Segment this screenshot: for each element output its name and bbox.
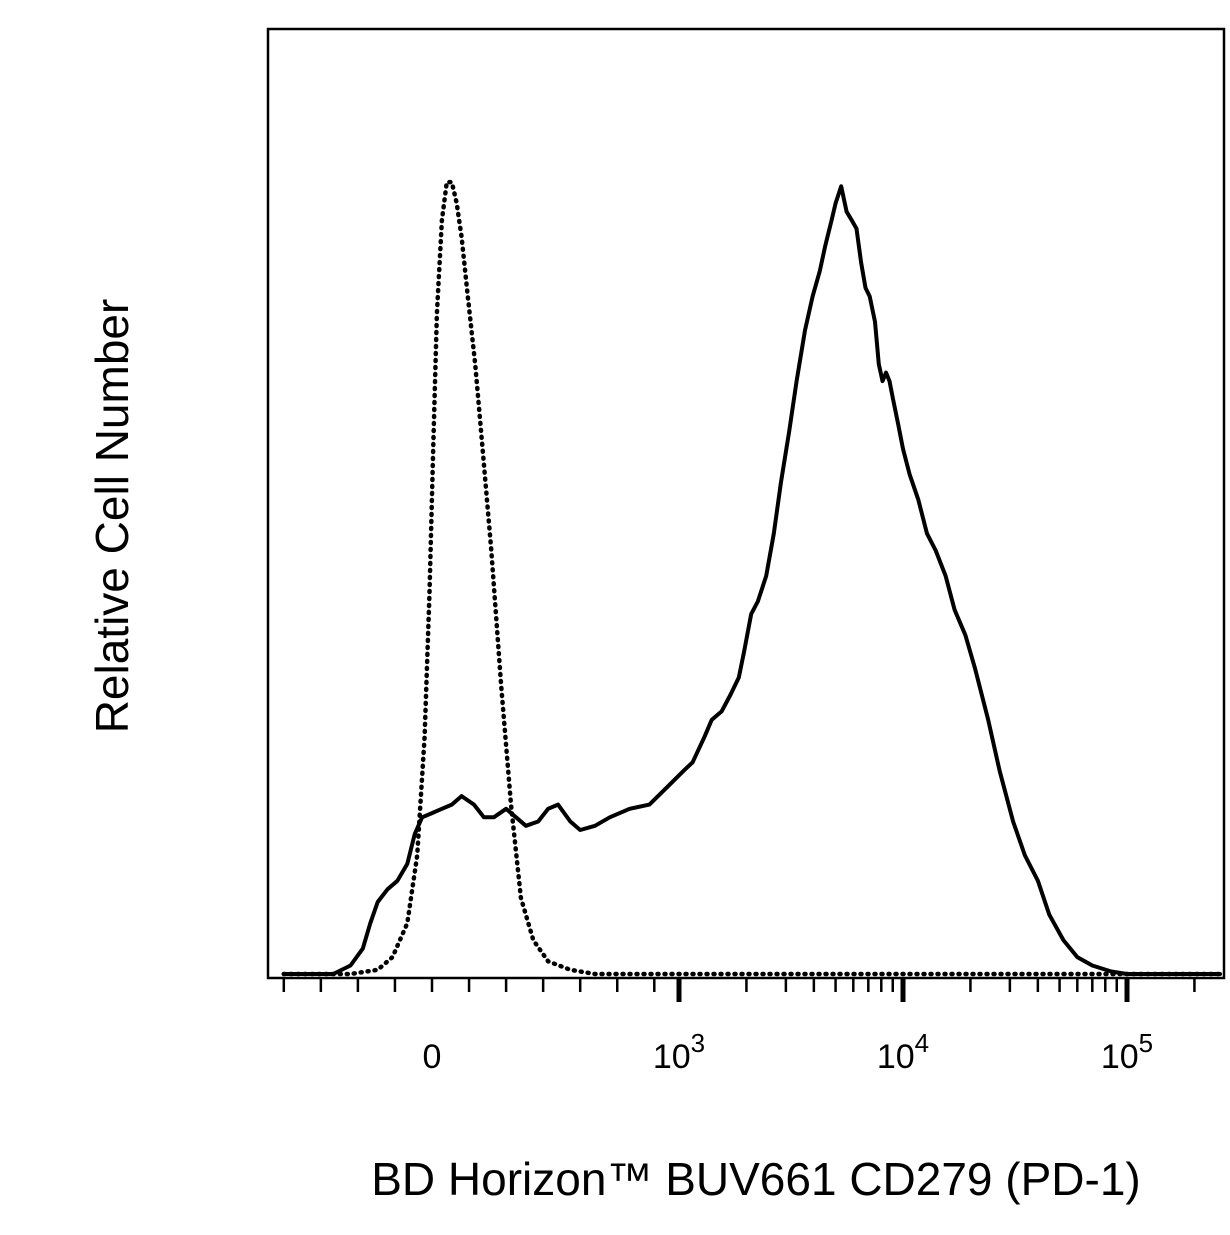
x-tick-label: 103	[653, 1028, 705, 1076]
solid-series-line	[281, 184, 1222, 976]
dotted-series-line	[281, 179, 1223, 977]
plot-frame	[266, 27, 1226, 980]
x-axis-label: BD Horizon™ BUV661 CD279 (PD-1)	[371, 1153, 1141, 1205]
x-tick-label: 104	[877, 1028, 929, 1076]
x-axis-ticks	[282, 978, 1196, 1002]
y-axis-label: Relative Cell Number	[86, 299, 138, 734]
x-tick-label: 105	[1101, 1028, 1153, 1076]
x-tick-label: 0	[423, 1038, 442, 1076]
series-layer	[281, 179, 1223, 977]
x-tick-labels: 0 103 104 105	[423, 1028, 1154, 1076]
